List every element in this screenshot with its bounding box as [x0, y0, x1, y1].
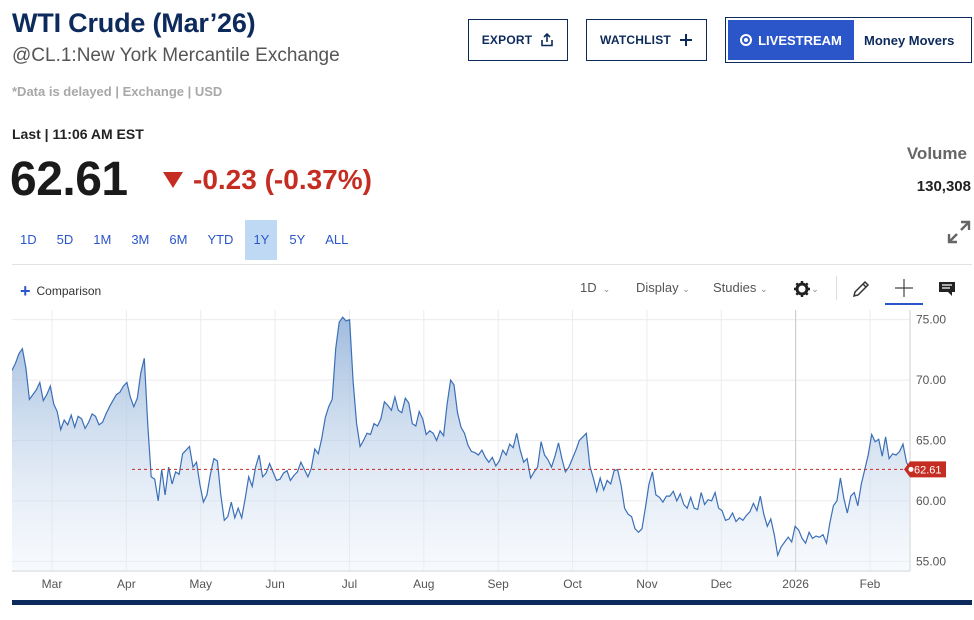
exchange-subtitle: @CL.1:New York Mercantile Exchange	[12, 45, 340, 66]
plus-icon: +	[20, 281, 31, 301]
watchlist-button[interactable]: WATCHLIST	[586, 19, 707, 61]
last-price: 62.61	[10, 153, 128, 206]
export-button[interactable]: EXPORT	[468, 19, 568, 61]
interval-dropdown[interactable]: 1D ⌄	[580, 280, 610, 295]
x-tick-label: 2026	[782, 577, 809, 591]
pencil-icon	[852, 280, 870, 298]
display-label: Display	[636, 280, 679, 295]
x-tick-label: Jun	[265, 577, 284, 591]
price-chart[interactable]: 75.00 70.00 65.00 60.00 55.00 Mar Apr May Jun Jul…	[12, 310, 974, 600]
crosshair-button[interactable]	[885, 273, 923, 305]
comparison-label: Comparison	[36, 284, 102, 298]
livestream-label: LIVESTREAM	[758, 32, 842, 48]
last-price-dot	[908, 466, 914, 472]
range-tab-1m[interactable]: 1M	[93, 232, 112, 247]
range-tab-5y[interactable]: 5Y	[289, 232, 306, 247]
footer-bar	[12, 600, 972, 605]
range-tab-ytd[interactable]: YTD	[207, 232, 234, 247]
x-tick-label: Nov	[636, 577, 657, 591]
y-tick-label: 60.00	[916, 494, 946, 508]
x-tick-label: Mar	[42, 577, 63, 591]
toolbar-divider	[836, 276, 837, 300]
y-tick-label: 70.00	[916, 373, 946, 387]
volume-value: 130,308	[916, 178, 971, 195]
range-tab-6m[interactable]: 6M	[169, 232, 188, 247]
studies-dropdown[interactable]: Studies ⌄	[713, 280, 768, 295]
price-change: -0.23 (-0.37%)	[163, 164, 372, 196]
chevron-down-icon: ⌄	[682, 284, 690, 294]
change-value: -0.23 (-0.37%)	[193, 164, 372, 195]
x-tick-label: Jul	[342, 577, 357, 591]
export-label: EXPORT	[481, 33, 533, 47]
y-tick-label: 65.00	[916, 434, 946, 448]
range-tab-1y[interactable]: 1Y	[245, 220, 278, 260]
livestream-button[interactable]: LIVESTREAM	[728, 20, 854, 60]
chevron-down-icon: ⌄	[811, 283, 819, 294]
share-icon	[541, 33, 554, 47]
studies-label: Studies	[713, 280, 757, 295]
range-tab-3m[interactable]: 3M	[131, 232, 150, 247]
instrument-title: WTI Crude (Mar’26)	[12, 8, 256, 38]
range-tab-5d[interactable]: 5D	[56, 232, 74, 247]
gear-icon	[794, 281, 811, 297]
comment-icon	[939, 282, 955, 296]
chart-panel-divider	[12, 264, 972, 265]
down-arrow-icon	[163, 172, 183, 188]
plus-icon	[679, 34, 692, 46]
last-price-tag	[904, 461, 946, 478]
live-radio-icon	[740, 34, 753, 46]
x-tick-label: Feb	[860, 577, 881, 591]
time-range-selector: 1D 5D 1M 3M 6M YTD 1Y 5Y ALL	[12, 220, 360, 260]
range-tab-1d[interactable]: 1D	[20, 232, 37, 247]
volume-label: Volume	[906, 144, 967, 163]
range-tab-all[interactable]: ALL	[325, 232, 349, 247]
draw-button[interactable]	[842, 273, 880, 305]
data-delayed-note: *Data is delayed | Exchange | USD	[12, 84, 223, 99]
x-tick-label: Aug	[413, 577, 434, 591]
settings-button[interactable]: ⌄	[787, 273, 825, 305]
chevron-down-icon: ⌄	[600, 284, 611, 294]
interval-label: 1D	[580, 280, 597, 295]
x-tick-label: Apr	[117, 577, 136, 591]
x-tick-label: Dec	[711, 577, 732, 591]
last-trade-time: Last | 11:06 AM EST	[12, 126, 144, 142]
comparison-button[interactable]: + Comparison	[20, 281, 102, 301]
livestream-widget: LIVESTREAM Money Movers	[725, 17, 972, 63]
y-tick-label: 75.00	[916, 313, 946, 327]
price-area	[12, 317, 910, 571]
price-line	[12, 316, 911, 558]
livestream-show-link[interactable]: Money Movers	[864, 32, 955, 48]
last-price-tag-label: 62.61	[914, 464, 942, 476]
crosshair-icon	[895, 279, 913, 297]
x-tick-label: May	[189, 577, 212, 591]
watchlist-label: WATCHLIST	[600, 33, 671, 47]
y-tick-label: 55.00	[916, 554, 946, 568]
expand-icon[interactable]	[946, 219, 972, 245]
x-tick-label: Oct	[563, 577, 582, 591]
x-tick-label: Sep	[488, 577, 510, 591]
comment-button[interactable]	[928, 273, 966, 305]
chevron-down-icon: ⌄	[760, 284, 768, 294]
display-dropdown[interactable]: Display ⌄	[636, 280, 690, 295]
